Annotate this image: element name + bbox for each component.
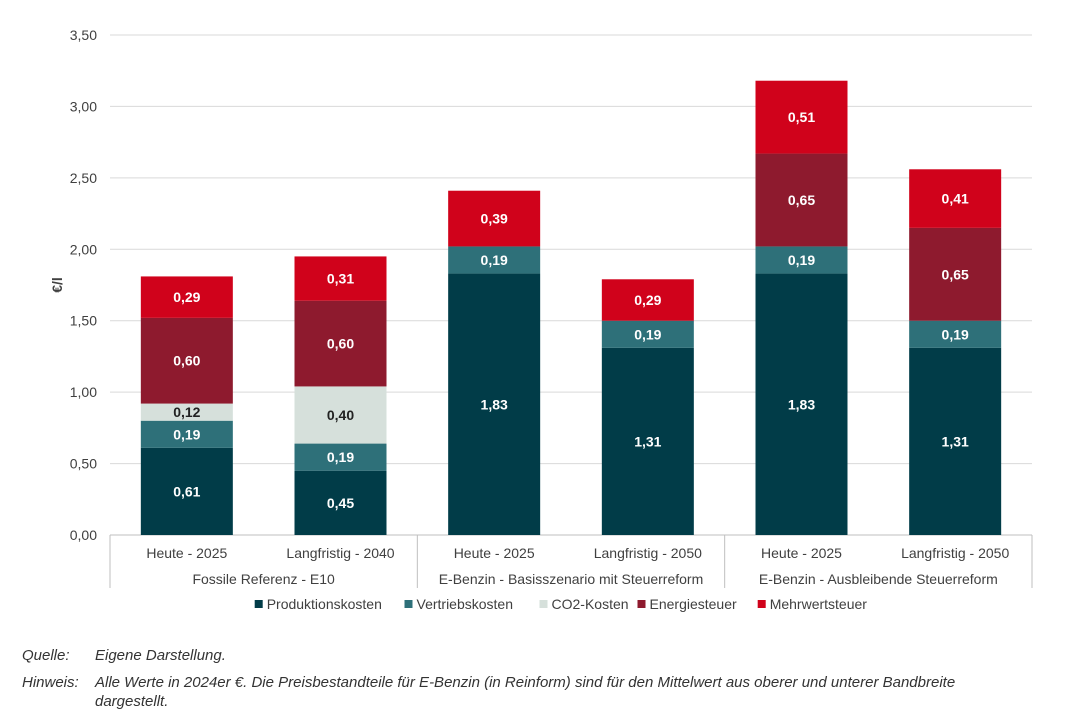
data-label: 0,65 [942, 266, 969, 282]
bar-segment [755, 80, 848, 154]
bar-segment [140, 420, 233, 448]
bar-segment [140, 317, 233, 404]
y-tick-label: 3,00 [70, 98, 97, 114]
data-label: 0,19 [788, 252, 815, 268]
note-hint: Hinweis: Alle Werte in 2024er €. Die Pre… [22, 673, 995, 711]
y-tick-label: 0,50 [70, 456, 97, 472]
bar-segment [909, 227, 1002, 321]
bar-segment [601, 279, 694, 321]
legend-label: Mehrwertsteuer [770, 596, 868, 612]
data-label: 0,51 [788, 109, 815, 125]
note-text: Alle Werte in 2024er €. Die Preisbestand… [95, 674, 956, 710]
legend-label: CO2-Kosten [552, 596, 629, 612]
group-label: E-Benzin - Ausbleibende Steuerreform [759, 571, 998, 587]
bar-segment [755, 153, 848, 247]
bar-segment [294, 386, 387, 444]
note-key: Hinweis: [22, 674, 79, 691]
bar-segment [601, 347, 694, 535]
bar-segment [601, 320, 694, 348]
x-tick-label: Heute - 2025 [146, 545, 227, 561]
group-label: E-Benzin - Basisszenario mit Steuerrefor… [439, 571, 704, 587]
data-label: 0,19 [481, 252, 508, 268]
data-label: 0,12 [173, 404, 200, 420]
data-label: 0,39 [481, 211, 508, 227]
legend-label: Vertriebskosten [417, 596, 514, 612]
data-label: 0,41 [942, 191, 969, 207]
data-label: 1,31 [634, 433, 661, 449]
note-text: Eigene Darstellung. [95, 647, 226, 664]
bar-segment [909, 169, 1002, 228]
bar-segment [909, 347, 1002, 535]
note-key: Quelle: [22, 647, 70, 664]
bar-segment [448, 190, 541, 247]
data-label: 0,45 [327, 495, 354, 511]
data-label: 0,29 [634, 292, 661, 308]
x-tick-label: Langfristig - 2040 [286, 545, 394, 561]
bar-segment [294, 300, 387, 387]
legend-swatch [637, 600, 646, 608]
data-label: 0,60 [173, 353, 200, 369]
data-label: 0,19 [634, 326, 661, 342]
bar-segment [755, 246, 848, 274]
y-axis-title: €/l [49, 277, 65, 293]
legend-swatch [254, 600, 263, 608]
bar-segment [909, 320, 1002, 348]
data-label: 1,83 [481, 396, 508, 412]
legend-swatch [539, 600, 548, 608]
bar-segment [294, 256, 387, 301]
data-label: 0,65 [788, 192, 815, 208]
data-label: 0,60 [327, 336, 354, 352]
x-tick-label: Langfristig - 2050 [901, 545, 1009, 561]
group-label: Fossile Referenz - E10 [192, 571, 335, 587]
data-label: 0,61 [173, 483, 200, 499]
data-label: 0,19 [327, 449, 354, 465]
bar-segment [755, 273, 848, 535]
bar-segment [294, 443, 387, 471]
note-source: Quelle: Eigene Darstellung. [22, 646, 995, 665]
data-label: 0,40 [327, 407, 354, 423]
chart-notes: Quelle: Eigene Darstellung. Hinweis: All… [22, 646, 995, 719]
y-tick-label: 0,00 [70, 527, 97, 543]
data-label: 1,83 [788, 396, 815, 412]
data-label: 0,29 [173, 289, 200, 305]
bar-segment [448, 246, 541, 274]
x-tick-label: Langfristig - 2050 [594, 545, 702, 561]
y-tick-label: 2,00 [70, 241, 97, 257]
bar-segment [140, 447, 233, 535]
x-tick-label: Heute - 2025 [761, 545, 842, 561]
bar-segment [140, 403, 233, 421]
stacked-bar-chart: 0,00 0,50 1,00 1,50 2,00 2,50 3,00 3,50 €/l 0,61 0… [49, 27, 1033, 612]
x-tick-label: Heute - 2025 [454, 545, 535, 561]
data-label: 0,19 [942, 326, 969, 342]
bar-segment [140, 276, 233, 318]
y-tick-label: 1,00 [70, 384, 97, 400]
legend-swatch [404, 600, 413, 608]
data-label: 0,19 [173, 426, 200, 442]
y-tick-label: 3,50 [70, 27, 97, 43]
bar-segment [448, 273, 541, 535]
data-label: 1,31 [942, 433, 969, 449]
legend-label: Produktionskosten [267, 596, 382, 612]
y-tick-label: 2,50 [70, 170, 97, 186]
legend-label: Energiesteuer [650, 596, 738, 612]
bar-segment [294, 470, 387, 535]
legend-swatch [757, 600, 766, 608]
y-tick-label: 1,50 [70, 313, 97, 329]
data-label: 0,31 [327, 271, 354, 287]
